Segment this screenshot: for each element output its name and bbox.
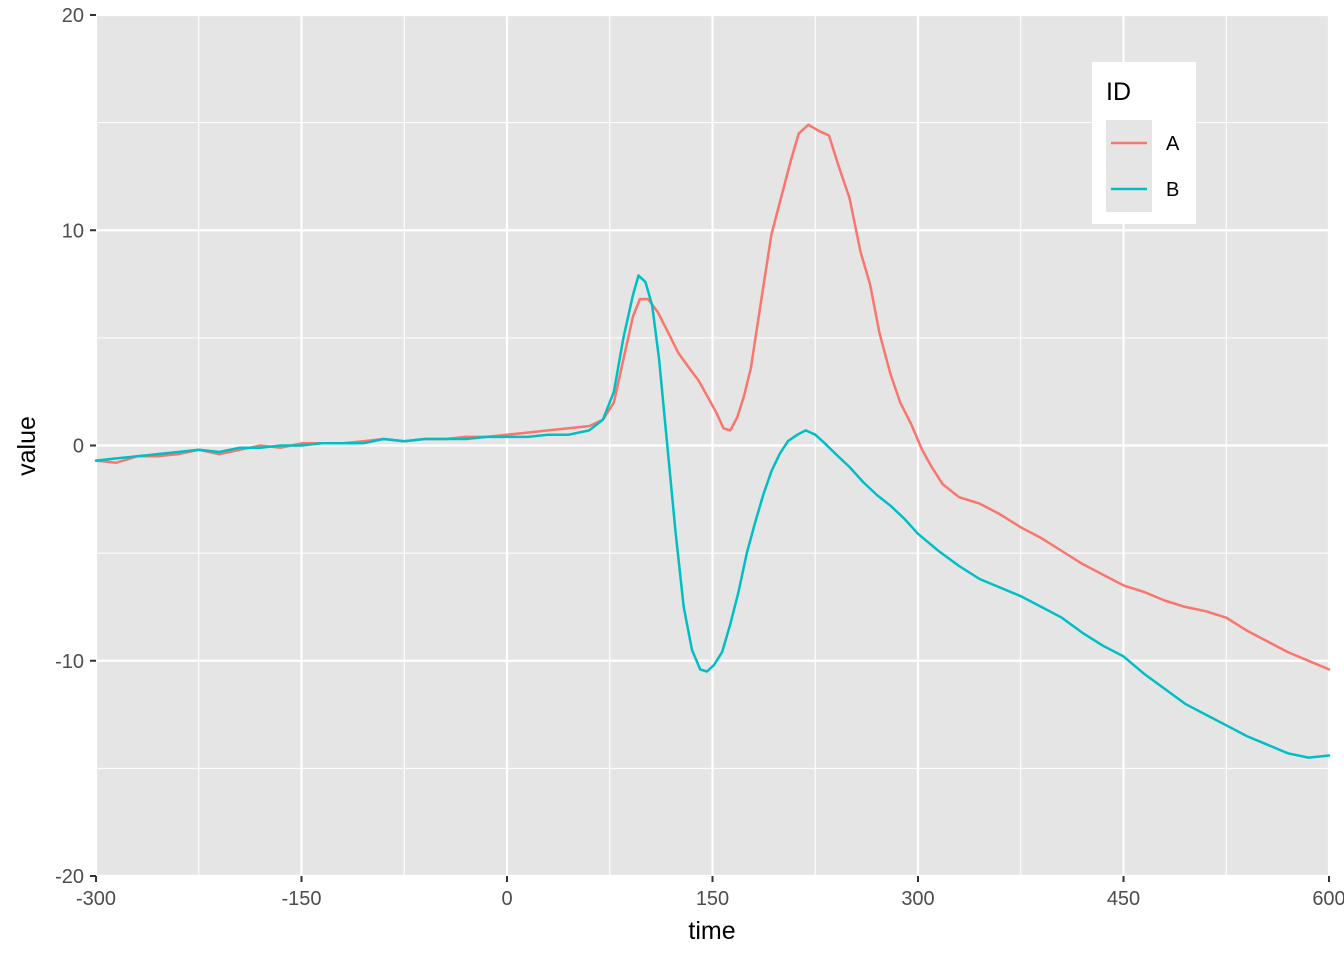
- legend: ID A B: [1092, 62, 1196, 224]
- series-lines: [94, 123, 1331, 759]
- y-tick-label: 10: [62, 220, 84, 242]
- axis-ticks: [90, 14, 1330, 882]
- y-tick-label: -10: [55, 651, 84, 673]
- legend-title: ID: [1106, 78, 1131, 106]
- x-tick-label: -150: [281, 888, 321, 910]
- y-tick-label: 20: [62, 5, 84, 27]
- y-tick-labels: -20 -10 0 10 20: [55, 5, 84, 888]
- legend-label-a: A: [1166, 133, 1180, 155]
- x-tick-label: 450: [1107, 888, 1140, 910]
- x-tick-labels: -300 -150 0 150 300 450 600: [76, 888, 1344, 910]
- series-line-b: [94, 274, 1331, 759]
- x-tick-label: 300: [901, 888, 934, 910]
- x-tick-label: 600: [1312, 888, 1344, 910]
- x-tick-label: -300: [76, 888, 116, 910]
- x-tick-label: 0: [501, 888, 512, 910]
- y-tick-label: -20: [55, 866, 84, 888]
- legend-label-b: B: [1166, 179, 1179, 201]
- y-tick-label: 0: [73, 436, 84, 458]
- x-axis-title: time: [688, 917, 735, 945]
- x-tick-label: 150: [696, 888, 729, 910]
- series-line-a: [94, 123, 1331, 671]
- y-axis-title: value: [13, 416, 41, 476]
